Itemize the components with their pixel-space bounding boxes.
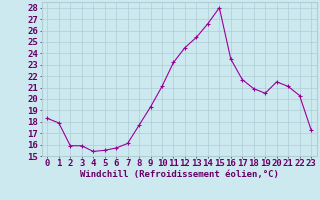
X-axis label: Windchill (Refroidissement éolien,°C): Windchill (Refroidissement éolien,°C) [80,170,279,179]
